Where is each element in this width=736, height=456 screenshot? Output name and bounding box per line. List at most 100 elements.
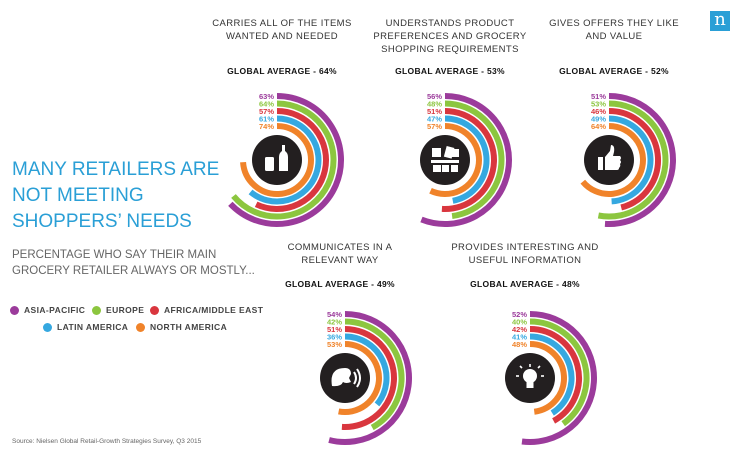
value-label: 42% <box>512 325 527 334</box>
global-average: GLOBAL AVERAGE - 53% <box>395 66 505 76</box>
chart-title-line: PROVIDES INTERESTING AND <box>451 242 599 253</box>
chart-title-line: AND VALUE <box>585 31 643 42</box>
arc-asia-pacific <box>420 93 512 227</box>
nielsen-logo: n <box>710 11 730 31</box>
value-label: 52% <box>512 310 527 319</box>
legend-dot <box>150 305 159 315</box>
value-label: 64% <box>259 100 274 109</box>
chart-title: COMMUNICATES IN A RELEVANT WAY <box>250 241 430 267</box>
arc-europe <box>444 100 505 220</box>
arc-latin-america <box>444 115 490 204</box>
arc-latin-america <box>608 115 654 205</box>
arc-asia-pacific <box>521 311 597 445</box>
headline: MANY RETAILERS ARE NOT MEETING SHOPPERS’… <box>12 157 219 235</box>
arc-asia-pacific <box>328 311 412 445</box>
value-label: 40% <box>512 318 527 327</box>
legend-dot <box>92 305 101 315</box>
headline-line: NOT MEETING <box>12 185 144 206</box>
chart-title-line: GIVES OFFERS THEY LIKE <box>549 18 679 29</box>
headline-line: MANY RETAILERS ARE <box>12 159 220 180</box>
value-label: 51% <box>327 325 342 334</box>
thumbs-up-icon <box>584 135 634 185</box>
value-label: 51% <box>591 92 606 101</box>
arc-asia-pacific <box>604 93 676 227</box>
arc-europe <box>231 100 337 220</box>
value-label: 41% <box>512 333 527 342</box>
value-label: 64% <box>591 122 606 131</box>
value-label: 57% <box>259 107 274 116</box>
value-label: 36% <box>327 333 342 342</box>
headline-line: SHOPPERS’ NEEDS <box>12 211 192 232</box>
arc-latin-america <box>529 333 575 416</box>
global-average: GLOBAL AVERAGE - 48% <box>470 279 580 289</box>
legend-label: NORTH AMERICA <box>150 322 228 332</box>
arc-africa-middle-east <box>529 326 582 424</box>
chart-title: UNDERSTANDS PRODUCT PREFERENCES AND GROCE… <box>360 17 540 56</box>
chart-title-line: RELEVANT WAY <box>301 255 379 266</box>
value-label: 49% <box>591 115 606 124</box>
value-label: 61% <box>259 115 274 124</box>
value-label: 48% <box>512 340 527 349</box>
value-label: 63% <box>259 92 274 101</box>
chart-title: CARRIES ALL OF THE ITEMS WANTED AND NEEDE… <box>192 17 372 43</box>
arc-europe <box>597 100 669 220</box>
chart-title-line: CARRIES ALL OF THE ITEMS <box>212 18 352 29</box>
legend-label: AFRICA/MIDDLE EAST <box>164 305 264 315</box>
value-label: 51% <box>427 107 442 116</box>
value-label: 42% <box>327 318 342 327</box>
bottles-icon <box>252 135 302 185</box>
value-label: 46% <box>591 107 606 116</box>
arc-north-america <box>580 123 646 197</box>
global-average: GLOBAL AVERAGE - 52% <box>559 66 669 76</box>
arc-north-america <box>240 123 314 197</box>
legend-label: ASIA-PACIFIC <box>24 305 86 315</box>
arc-africa-middle-east <box>608 108 661 211</box>
speech-icon <box>320 353 370 403</box>
legend-dot <box>43 322 52 332</box>
products-icon <box>420 135 470 185</box>
subtitle: PERCENTAGE WHO SAY THEIR MAIN GROCERY RE… <box>12 249 255 277</box>
arc-europe <box>344 318 405 431</box>
chart-title-line: PREFERENCES AND GROCERY <box>373 31 527 42</box>
chart-title-line: COMMUNICATES IN A <box>287 242 393 253</box>
arc-latin-america <box>344 333 390 407</box>
chart-title: GIVES OFFERS THEY LIKE AND VALUE <box>524 17 704 43</box>
chart-title-line: UNDERSTANDS PRODUCT <box>385 18 515 29</box>
legend-dot <box>10 305 19 315</box>
arc-asia-pacific <box>228 93 344 227</box>
legend-item-europe: EUROPE <box>92 305 144 315</box>
value-label: 47% <box>427 115 442 124</box>
legend-dot <box>136 322 145 332</box>
chart-title-line: SHOPPING REQUIREMENTS <box>381 44 519 55</box>
chart-title-line: USEFUL INFORMATION <box>468 255 582 266</box>
value-label: 57% <box>427 122 442 131</box>
legend-item-latin-america: LATIN AMERICA <box>43 322 128 332</box>
value-label: 56% <box>427 92 442 101</box>
legend-item-asia-pacific: ASIA-PACIFIC <box>10 305 85 315</box>
legend-item-north-america: NORTH AMERICA <box>136 322 227 332</box>
legend-label: LATIN AMERICA <box>57 322 129 332</box>
arc-north-america <box>529 341 567 415</box>
global-average: GLOBAL AVERAGE - 64% <box>227 66 337 76</box>
arc-africa-middle-east <box>254 108 329 212</box>
chart-title-line: WANTED AND NEEDED <box>225 31 338 42</box>
value-label: 54% <box>327 310 342 319</box>
legend-item-africa-middle-east: AFRICA/MIDDLE EAST <box>150 305 263 315</box>
legend-label: EUROPE <box>106 305 145 315</box>
value-label: 74% <box>259 122 274 131</box>
arc-africa-middle-east <box>441 108 497 212</box>
chart-title: PROVIDES INTERESTING AND USEFUL INFORMATI… <box>435 241 615 267</box>
value-label: 48% <box>427 100 442 109</box>
arc-europe <box>529 318 590 427</box>
global-average: GLOBAL AVERAGE - 49% <box>285 279 395 289</box>
source-note: Source: Nielsen Global Retail-Growth Str… <box>12 438 202 445</box>
arc-africa-middle-east <box>341 326 397 430</box>
arc-north-america <box>338 341 382 415</box>
value-label: 53% <box>327 340 342 349</box>
arc-north-america <box>429 123 482 197</box>
value-label: 53% <box>591 100 606 109</box>
lightbulb-icon <box>505 353 555 403</box>
arc-latin-america <box>248 115 322 205</box>
